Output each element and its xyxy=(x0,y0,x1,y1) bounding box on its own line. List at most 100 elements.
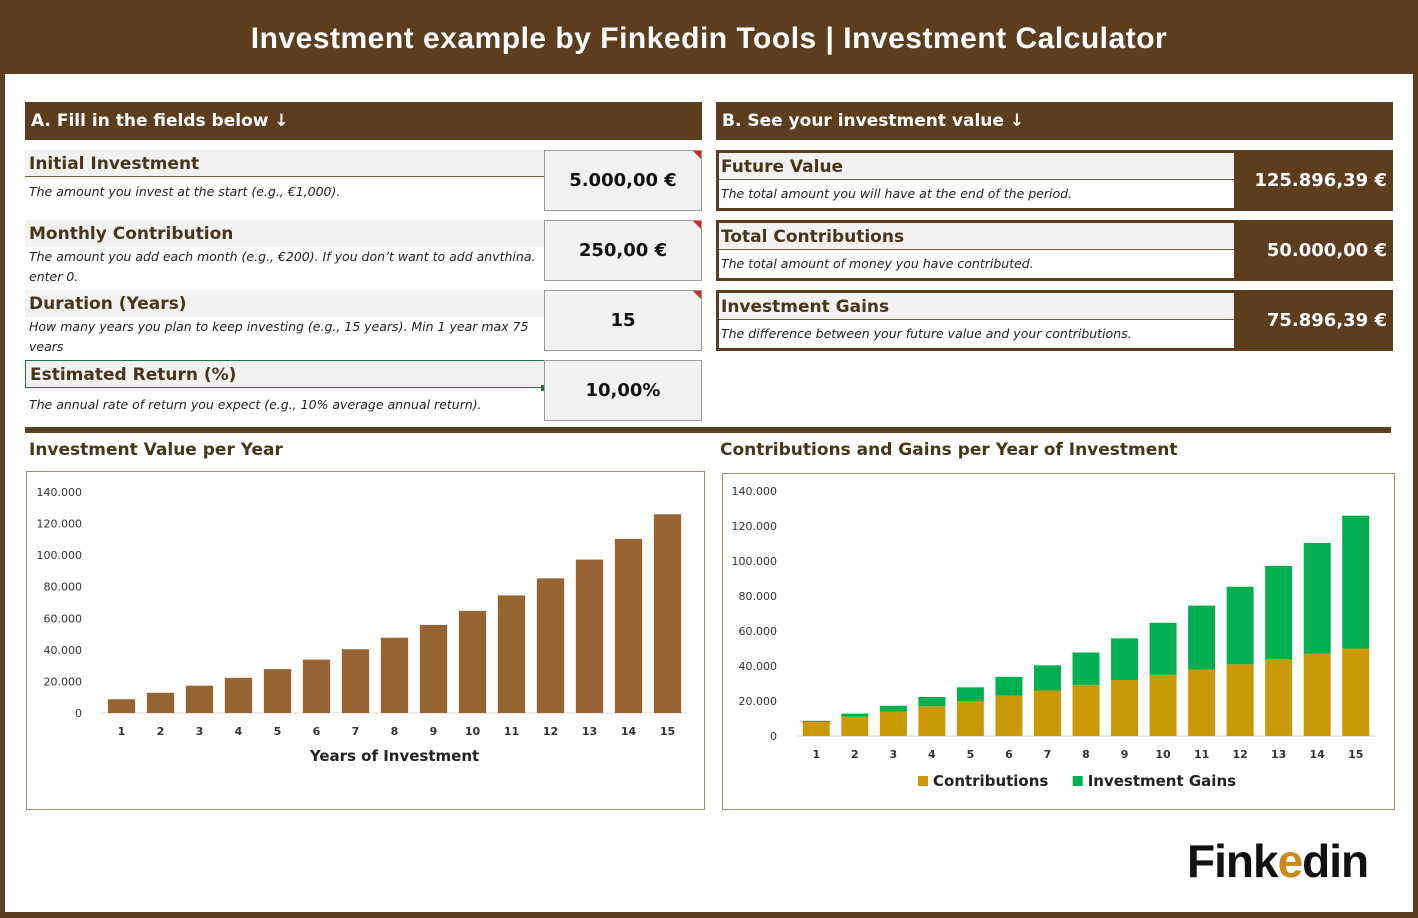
bar-contributions xyxy=(1033,690,1061,736)
y-tick-label: 80.000 xyxy=(44,581,83,594)
duration-input[interactable]: 15 xyxy=(544,290,702,351)
bar-gains xyxy=(1188,605,1216,670)
bar-contributions xyxy=(1188,669,1216,736)
field-initial-investment: Initial Investment The amount you invest… xyxy=(25,150,545,202)
x-tick-label: 6 xyxy=(1005,748,1013,761)
x-tick-label: 2 xyxy=(851,748,859,761)
chart1-svg: 0 20.000 40.000 60.000 80.000 100.000 120.000 1… xyxy=(37,486,687,765)
comment-marker-icon[interactable] xyxy=(693,221,701,229)
bar xyxy=(185,685,214,713)
y-tick-label: 40.000 xyxy=(739,660,778,673)
bar-gains xyxy=(1033,665,1061,691)
bar xyxy=(341,649,370,713)
result-total-contributions: Total Contributions The total amount of … xyxy=(716,220,1236,281)
y-tick-label: 60.000 xyxy=(739,625,778,638)
section-divider xyxy=(25,427,1391,433)
y-tick-label: 20.000 xyxy=(44,675,83,688)
x-tick-label: 3 xyxy=(890,748,898,761)
bar-gains xyxy=(956,687,984,701)
bar-gains xyxy=(841,713,869,717)
field-label-selected-cell[interactable]: Estimated Return (%) xyxy=(25,360,545,388)
logo-text: Fink xyxy=(1187,835,1279,887)
x-tick-label: 10 xyxy=(465,725,481,738)
result-label: Investment Gains xyxy=(719,293,1236,320)
page-title: Investment example by Finkedin Tools | I… xyxy=(250,22,1168,55)
chart2-title: Contributions and Gains per Year of Inve… xyxy=(720,440,1178,460)
bar-contributions xyxy=(1226,664,1254,736)
y-tick-label: 0 xyxy=(75,707,82,720)
bar-gains xyxy=(1342,515,1370,649)
y-tick-label: 140.000 xyxy=(732,485,778,498)
bar xyxy=(224,677,253,713)
bar-contributions xyxy=(841,716,869,736)
field-duration: Duration (Years) How many years you plan… xyxy=(25,290,545,357)
finkedin-logo: Finkedin xyxy=(1187,834,1369,888)
x-tick-label: 14 xyxy=(1310,748,1326,761)
result-label: Future Value xyxy=(719,153,1236,180)
bar-contributions xyxy=(1342,648,1370,736)
x-tick-label: 11 xyxy=(504,725,519,738)
field-label: Monthly Contribution xyxy=(25,220,545,247)
legend-swatch xyxy=(918,776,928,786)
comment-marker-icon[interactable] xyxy=(693,151,701,159)
comment-marker-icon[interactable] xyxy=(693,291,701,299)
x-tick-label: 9 xyxy=(1121,748,1129,761)
chart1-title: Investment Value per Year xyxy=(29,440,283,460)
result-future-value: Future Value The total amount you will h… xyxy=(716,150,1236,211)
bar-gains xyxy=(918,696,946,707)
result-description: The difference between your future value… xyxy=(721,326,1132,341)
initial-investment-input[interactable]: 5.000,00 € xyxy=(544,150,702,211)
bar xyxy=(302,659,331,713)
estimated-return-input[interactable]: 10,00% xyxy=(544,360,702,421)
x-tick-label: 13 xyxy=(1271,748,1286,761)
bar-gains xyxy=(995,676,1023,696)
input-value: 5.000,00 € xyxy=(569,170,677,191)
x-tick-label: 15 xyxy=(1348,748,1363,761)
x-tick-label: 5 xyxy=(274,725,282,738)
result-label: Total Contributions xyxy=(719,223,1236,250)
bar xyxy=(575,559,604,713)
bar xyxy=(653,514,682,713)
y-tick-label: 120.000 xyxy=(37,518,83,531)
x-tick-label: 15 xyxy=(660,725,675,738)
future-value-output: 125.896,39 € xyxy=(1234,150,1393,211)
chart2-frame[interactable]: 0 20.000 40.000 60.000 80.000 100.000 120.000 1… xyxy=(722,473,1395,810)
x-tick-label: 3 xyxy=(196,725,204,738)
y-tick-label: 0 xyxy=(770,730,777,743)
chart1-frame[interactable]: 0 20.000 40.000 60.000 80.000 100.000 120.000 1… xyxy=(26,471,705,810)
x-tick-label: 12 xyxy=(1232,748,1247,761)
x-tick-label: 1 xyxy=(812,748,820,761)
x-tick-label: 8 xyxy=(391,725,399,738)
y-tick-label: 100.000 xyxy=(732,555,778,568)
y-tick-label: 140.000 xyxy=(37,486,83,499)
total-contributions-output: 50.000,00 € xyxy=(1234,220,1393,281)
bar-gains xyxy=(1303,542,1331,654)
bar xyxy=(536,578,565,713)
bar-gains xyxy=(1265,565,1293,659)
field-label: Initial Investment xyxy=(25,150,545,177)
y-tick-label: 80.000 xyxy=(739,590,778,603)
x-tick-label: 11 xyxy=(1194,748,1209,761)
bar-contributions xyxy=(1149,674,1177,736)
bar xyxy=(497,595,526,713)
bar-contributions xyxy=(1303,653,1331,736)
bar-gains xyxy=(1149,622,1177,675)
bar-contributions xyxy=(802,722,830,736)
bar-contributions xyxy=(1072,685,1100,736)
field-monthly-contribution: Monthly Contribution The amount you add … xyxy=(25,220,545,287)
result-description: The total amount of money you have contr… xyxy=(721,256,1034,271)
input-value: 250,00 € xyxy=(578,240,668,261)
x-tick-label: 6 xyxy=(313,725,321,738)
bar xyxy=(614,538,643,713)
monthly-contribution-input[interactable]: 250,00 € xyxy=(544,220,702,281)
x-tick-label: 2 xyxy=(157,725,165,738)
x-tick-label: 5 xyxy=(967,748,975,761)
result-investment-gains: Investment Gains The difference between … xyxy=(716,290,1236,351)
x-tick-label: 14 xyxy=(621,725,637,738)
result-description: The total amount you will have at the en… xyxy=(721,186,1073,201)
y-tick-label: 60.000 xyxy=(44,612,83,625)
x-tick-label: 4 xyxy=(928,748,936,761)
x-tick-label: 13 xyxy=(582,725,597,738)
y-tick-label: 100.000 xyxy=(37,549,83,562)
bar-gains xyxy=(1072,652,1100,686)
